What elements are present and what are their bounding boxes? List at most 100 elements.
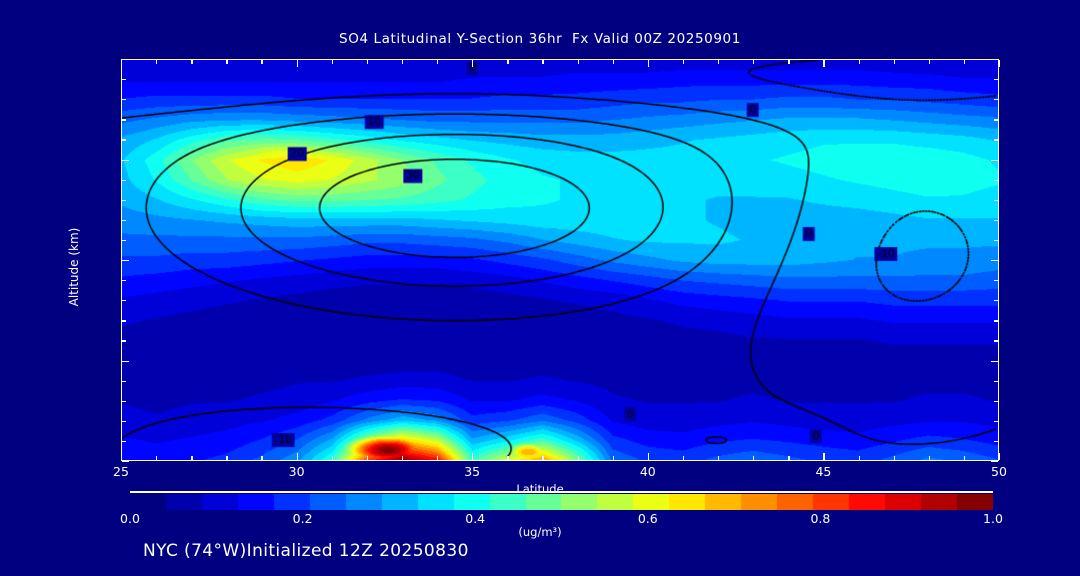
- colorbar-units-label: (ug/m³): [518, 525, 562, 539]
- x-axis-tick-mark: [999, 453, 1001, 460]
- x-axis-minor-tick: [542, 60, 544, 64]
- x-axis-tick-label: 40: [639, 464, 656, 479]
- y-axis-tick-mark: [991, 360, 998, 362]
- y-axis-tick-mark: [991, 260, 998, 262]
- x-axis-tick-mark: [823, 60, 825, 67]
- y-axis-minor-tick: [994, 179, 998, 181]
- x-axis-minor-tick: [612, 60, 614, 64]
- footer-caption: NYC (74°W)Initialized 12Z 20250830: [143, 541, 469, 561]
- x-axis-minor-tick: [858, 60, 860, 64]
- x-axis-minor-tick: [156, 60, 158, 64]
- x-axis-minor-tick: [753, 60, 755, 64]
- x-axis-minor-tick: [366, 60, 369, 64]
- y-axis-minor-tick: [122, 300, 126, 302]
- x-axis-tick-mark: [647, 60, 650, 67]
- y-axis-minor-tick: [122, 400, 126, 402]
- y-axis-minor-tick: [122, 119, 126, 121]
- y-axis-minor-tick: [994, 300, 998, 302]
- x-axis-tick-label: 35: [464, 464, 481, 479]
- x-axis-minor-tick: [261, 60, 263, 64]
- x-axis-minor-tick: [331, 456, 334, 460]
- y-axis-minor-tick: [994, 239, 998, 242]
- y-axis-minor-tick: [122, 199, 126, 201]
- y-axis-minor-tick: [122, 420, 126, 423]
- x-axis-minor-tick: [788, 456, 790, 460]
- y-axis-minor-tick: [994, 440, 998, 443]
- y-axis-tick-mark: [991, 159, 998, 161]
- x-axis-minor-tick: [577, 456, 579, 460]
- x-axis-tick-label: 50: [991, 464, 1007, 479]
- colorbar-tick-label: 0.6: [637, 511, 658, 526]
- colorbar-tick-label: 0.8: [810, 511, 831, 526]
- x-axis-tick-label: 25: [113, 464, 129, 479]
- colorbar-rule: [130, 491, 993, 493]
- y-axis-minor-tick: [994, 79, 998, 81]
- x-axis-minor-tick: [366, 456, 369, 460]
- x-axis-tick-mark: [296, 60, 298, 67]
- x-axis-tick-label: 30: [288, 464, 305, 479]
- x-axis-tick-mark: [472, 60, 474, 67]
- y-axis-minor-tick: [122, 440, 126, 443]
- colorbar-tick-label: 0.4: [465, 511, 486, 526]
- x-axis-tick-mark: [121, 453, 123, 460]
- y-axis-minor-tick: [994, 400, 998, 402]
- y-axis-tick-mark: [122, 59, 129, 61]
- y-axis-minor-tick: [122, 340, 126, 342]
- y-axis-minor-tick: [994, 99, 998, 101]
- x-axis-minor-tick: [718, 456, 720, 460]
- y-axis-minor-tick: [994, 119, 998, 121]
- x-axis-minor-tick: [928, 456, 931, 460]
- y-axis-minor-tick: [122, 139, 126, 141]
- y-axis-label: Altitude (km): [67, 227, 81, 307]
- x-axis-minor-tick: [507, 456, 509, 460]
- y-axis-minor-tick: [994, 199, 998, 201]
- y-axis-minor-tick: [122, 320, 126, 322]
- colorbar-canvas: [130, 494, 993, 510]
- y-axis-tick-mark: [122, 360, 129, 362]
- colorbar: [130, 494, 993, 510]
- y-axis-minor-tick: [122, 280, 126, 282]
- x-axis-minor-tick: [226, 60, 228, 64]
- x-axis-tick-label: 45: [815, 464, 832, 479]
- y-axis-tick-mark: [122, 159, 129, 161]
- x-axis-minor-tick: [788, 60, 790, 64]
- x-axis-tick-mark: [999, 60, 1001, 67]
- colorbar-tick-label: 1.0: [983, 511, 1003, 526]
- y-axis-tick-mark: [991, 59, 998, 61]
- x-axis-minor-tick: [191, 456, 193, 460]
- y-axis-minor-tick: [994, 420, 998, 423]
- x-axis-tick-mark: [472, 453, 474, 460]
- x-axis-minor-tick: [718, 60, 720, 64]
- x-axis-tick-mark: [647, 453, 650, 460]
- y-axis-tick-mark: [122, 461, 129, 463]
- heatmap-canvas: [122, 60, 998, 460]
- y-axis-minor-tick: [122, 219, 126, 222]
- x-axis-minor-tick: [858, 456, 860, 460]
- x-axis-minor-tick: [893, 60, 895, 64]
- x-axis-tick-mark: [823, 453, 825, 460]
- y-axis-minor-tick: [122, 99, 126, 101]
- y-axis-minor-tick: [994, 280, 998, 282]
- x-axis-tick-mark: [121, 60, 123, 67]
- x-axis-minor-tick: [963, 456, 966, 460]
- x-axis-minor-tick: [401, 60, 404, 64]
- colorbar-tick-label: 0.2: [292, 511, 313, 526]
- x-axis-minor-tick: [682, 60, 685, 64]
- x-axis-minor-tick: [191, 60, 193, 64]
- x-axis-minor-tick: [331, 60, 334, 64]
- x-axis-minor-tick: [437, 60, 439, 64]
- y-axis-minor-tick: [122, 179, 126, 181]
- page-title: SO4 Latitudinal Y-Section 36hr Fx Valid …: [339, 31, 741, 47]
- x-axis-minor-tick: [542, 456, 544, 460]
- y-axis-minor-tick: [994, 320, 998, 322]
- x-axis-minor-tick: [156, 456, 158, 460]
- x-axis-tick-mark: [296, 453, 298, 460]
- x-axis-minor-tick: [893, 456, 895, 460]
- x-axis-minor-tick: [401, 456, 404, 460]
- y-axis-minor-tick: [994, 139, 998, 141]
- x-axis-minor-tick: [612, 456, 614, 460]
- x-axis-minor-tick: [437, 456, 439, 460]
- y-axis-minor-tick: [994, 340, 998, 342]
- x-axis-minor-tick: [928, 60, 931, 64]
